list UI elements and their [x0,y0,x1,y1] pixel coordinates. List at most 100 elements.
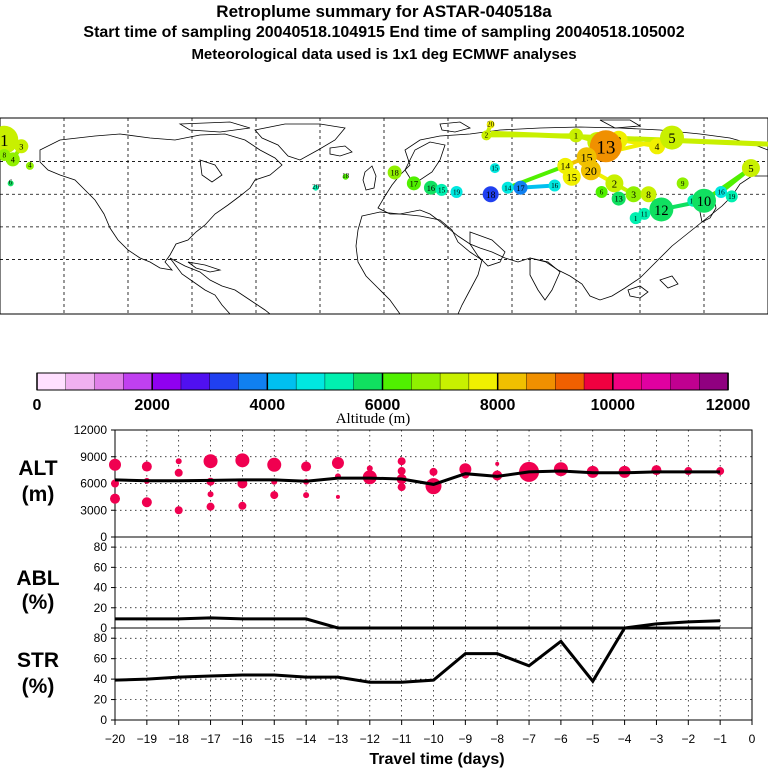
colorbar-tick-label: 10000 [591,397,636,414]
chart-title: Retroplume summary for ASTAR-040518a [216,2,552,21]
x-axis-title: Travel time (days) [369,751,504,768]
plume-marker-label: 4 [28,162,32,170]
x-tick-label: 0 [749,732,756,746]
abl-label: ABL [16,567,59,590]
x-tick-label: −17 [200,732,221,746]
plume-marker-label: 1 [574,132,578,141]
x-tick-label: −1 [713,732,727,746]
alt-bubble [270,491,279,500]
world-map: 1348462018181716151918141715162021123451… [0,117,768,315]
plume-marker [387,165,402,180]
y-tick-label: 9000 [80,450,107,464]
alt-bubble [238,501,247,510]
y-tick-label: 60 [94,560,108,574]
colorbar-tick-label: 12000 [706,397,751,414]
plume-marker [741,159,760,178]
plume-marker-label: 1 [634,215,638,223]
x-tick-label: −5 [586,732,600,746]
abl-line [115,616,721,630]
alt-bubble [175,458,182,465]
alt-series [114,469,721,486]
alt-bubble [429,467,438,476]
plume-marker-label: 18 [390,169,398,178]
plume-marker-label: 20 [487,120,495,128]
plume-marker [435,183,448,196]
y-tick-label: 0 [100,713,107,727]
plume-marker-label: 18 [342,172,350,180]
x-tick-label: −3 [650,732,664,746]
plume-marker-label: 11 [641,211,648,219]
abl-series [115,616,721,630]
timeseries-panels: ALT (m) ABL (%) STR (%) 1200090006000300… [16,423,755,768]
colorbar-cell [238,372,269,391]
plume-marker [423,180,438,195]
x-tick-label: −7 [522,732,536,746]
colorbar-label: Altitude (m) [336,411,411,427]
plume-marker-label: 14 [504,184,512,192]
y-tick-label: 3000 [80,503,107,517]
alt-bubble [651,465,662,476]
abl-unit: (%) [22,591,55,614]
plume-marker [725,190,738,203]
sampling-time-line: Start time of sampling 20040518.104915 E… [83,24,685,41]
colorbar-tick-label: 6000 [365,397,401,414]
alt-bubble [331,456,344,469]
plume-marker-label: 3 [631,190,636,201]
colorbar-cell [641,372,672,391]
plume-marker [489,163,500,174]
colorbar-cell [324,372,355,391]
alt-bubble [141,497,152,508]
colorbar-cell [411,372,441,391]
plume-marker [676,177,689,190]
plume-marker-label: 14 [561,162,571,173]
colorbar-cell [353,372,384,391]
coastlines [39,119,768,315]
plume-marker-label: 2 [612,178,617,190]
x-tick-label: −8 [490,732,504,746]
plume-marker [312,184,319,191]
abl-yaxis: 80 60 40 20 0 [94,540,115,635]
str-unit: (%) [22,675,55,698]
plume-marker-label: 13 [596,138,615,159]
colorbar-cell [123,372,153,391]
x-tick-label: −10 [423,732,444,746]
alt-bubble [267,457,282,472]
colorbar-cell [555,372,585,391]
colorbar-tick-label: 0 [33,397,42,414]
alt-bubble [235,453,250,468]
y-tick-label: 40 [94,581,108,595]
x-tick-label: −13 [328,732,349,746]
colorbar-cell [94,372,125,391]
y-tick-label: 40 [94,672,108,686]
x-axis: −20 −19 −18 −17 −16 −15 −14 −13 −12 −11 −10 −9 −8 −7−… [105,720,756,746]
alt-bubble [141,461,152,472]
alt-bubble [111,479,119,488]
alt-bubble [397,467,406,476]
colorbar-cell [209,372,240,391]
plume-marker [450,186,463,199]
plume-marker-label: 16 [551,182,559,190]
trajectory-markers: 1348462018181716151918141715162021123451… [0,120,760,225]
y-tick-label: 12000 [74,423,108,437]
colorbar-cell [497,372,528,391]
plume-marker-label: 17 [410,179,418,188]
str-yaxis: 80 60 40 20 0 [94,631,115,727]
alt-bubble [203,454,218,469]
colorbar-tick-label: 8000 [480,397,516,414]
alt-bubble [335,494,340,499]
plume-marker [640,186,657,203]
plume-marker-label: 17 [516,184,524,193]
plume-marker [625,186,642,203]
colorbar-ticks: 0 2000 4000 6000 8000 10000 12000 [33,373,751,414]
alt-bubble [206,502,215,511]
alt-bubble [110,493,120,504]
x-tick-label: −4 [618,732,632,746]
str-series [114,619,721,684]
plume-marker [692,188,716,213]
plume-marker [406,176,421,191]
plume-marker [14,139,29,154]
altitude-colorbar: 0 2000 4000 6000 8000 10000 12000 Altitude (m) [33,372,751,427]
plume-marker-label: 2 [485,132,489,140]
colorbar-cells [36,372,729,391]
